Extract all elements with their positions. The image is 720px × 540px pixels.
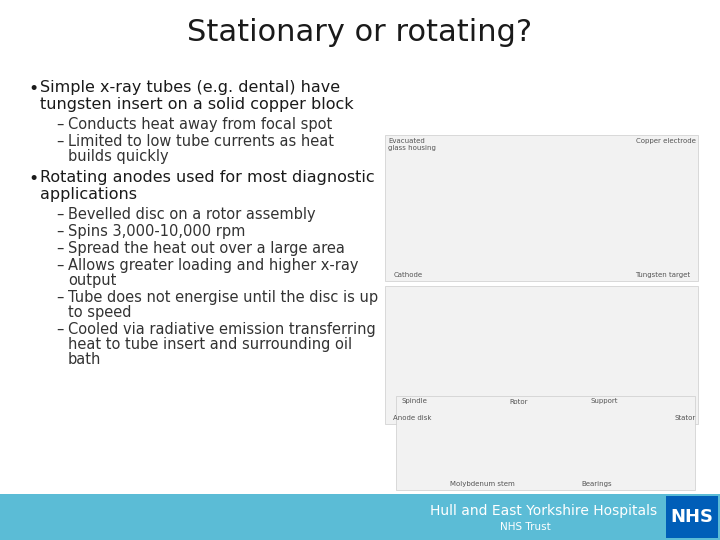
Text: –: – xyxy=(56,290,63,305)
Text: Conducts heat away from focal spot: Conducts heat away from focal spot xyxy=(68,117,332,132)
Text: Spins 3,000-10,000 rpm: Spins 3,000-10,000 rpm xyxy=(68,224,246,239)
Bar xyxy=(396,395,695,490)
Text: Rotor: Rotor xyxy=(510,399,528,404)
Text: applications: applications xyxy=(40,187,137,202)
Text: –: – xyxy=(56,322,63,337)
Text: Simple x-ray tubes (e.g. dental) have: Simple x-ray tubes (e.g. dental) have xyxy=(40,80,340,95)
Text: Cooled via radiative emission transferring: Cooled via radiative emission transferri… xyxy=(68,322,376,337)
Text: Tungsten target: Tungsten target xyxy=(635,272,690,278)
Text: Evacuated
glass housing: Evacuated glass housing xyxy=(388,138,436,151)
Text: NHS: NHS xyxy=(670,508,714,526)
Text: Stationary or rotating?: Stationary or rotating? xyxy=(187,18,533,47)
Text: Copper electrode: Copper electrode xyxy=(636,138,696,144)
Text: •: • xyxy=(28,80,38,98)
Text: –: – xyxy=(56,241,63,256)
Text: Spread the heat out over a large area: Spread the heat out over a large area xyxy=(68,241,345,256)
Text: to speed: to speed xyxy=(68,305,132,320)
Text: bath: bath xyxy=(68,352,102,367)
Bar xyxy=(0,494,720,540)
Text: Stator: Stator xyxy=(674,415,696,421)
Text: Bearings: Bearings xyxy=(581,481,612,487)
Text: Limited to low tube currents as heat: Limited to low tube currents as heat xyxy=(68,134,334,149)
Text: builds quickly: builds quickly xyxy=(68,149,168,164)
Text: Support: Support xyxy=(590,399,618,404)
Text: Spindle: Spindle xyxy=(401,399,427,404)
Text: –: – xyxy=(56,117,63,132)
Text: –: – xyxy=(56,258,63,273)
Text: Molybdenum stem: Molybdenum stem xyxy=(450,481,515,487)
Bar xyxy=(385,286,698,424)
Text: –: – xyxy=(56,224,63,239)
Text: Cathode: Cathode xyxy=(393,272,423,278)
Text: output: output xyxy=(68,273,117,288)
Text: –: – xyxy=(56,207,63,222)
Bar xyxy=(385,135,698,281)
Text: Bevelled disc on a rotor assembly: Bevelled disc on a rotor assembly xyxy=(68,207,315,222)
Bar xyxy=(666,496,718,538)
Text: heat to tube insert and surrounding oil: heat to tube insert and surrounding oil xyxy=(68,337,352,352)
Text: Anode disk: Anode disk xyxy=(393,415,432,421)
Text: Tube does not energise until the disc is up: Tube does not energise until the disc is… xyxy=(68,290,378,305)
Text: •: • xyxy=(28,170,38,188)
Text: tungsten insert on a solid copper block: tungsten insert on a solid copper block xyxy=(40,97,354,112)
Text: NHS Trust: NHS Trust xyxy=(500,522,551,532)
Text: Rotating anodes used for most diagnostic: Rotating anodes used for most diagnostic xyxy=(40,170,374,185)
Text: Hull and East Yorkshire Hospitals: Hull and East Yorkshire Hospitals xyxy=(430,504,657,518)
Text: –: – xyxy=(56,134,63,149)
Text: Allows greater loading and higher x-ray: Allows greater loading and higher x-ray xyxy=(68,258,359,273)
